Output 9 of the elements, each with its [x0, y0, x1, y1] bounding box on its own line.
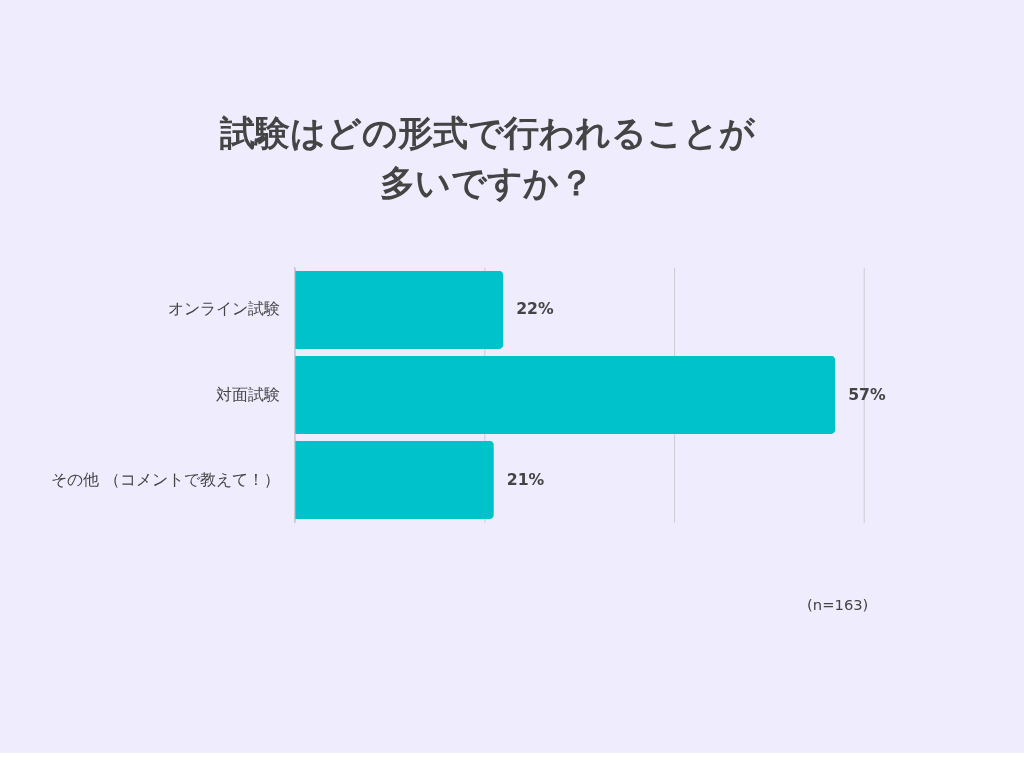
y-tick-label: その他 （コメントで教えて！）	[51, 469, 281, 489]
text: 試験はどの形式で行われることが	[219, 113, 755, 154]
text: (n=163)	[807, 595, 869, 613]
y-tick-label: オンライン試験	[168, 299, 281, 319]
data-label: 22%	[516, 299, 554, 319]
data-label: 21%	[506, 469, 545, 489]
y-tick-label: 対面試験	[216, 384, 281, 404]
data-label: 57%	[848, 384, 886, 404]
text: 多いですか？	[380, 163, 595, 204]
